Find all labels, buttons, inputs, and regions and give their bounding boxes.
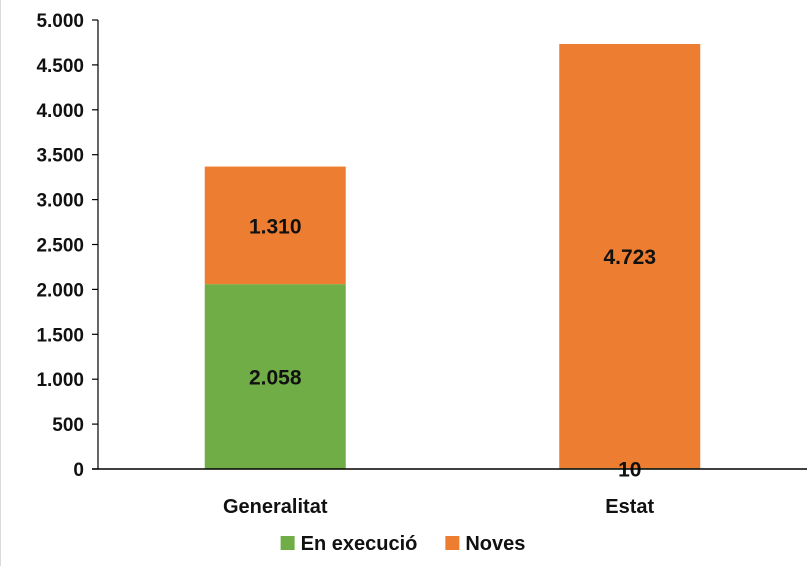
y-tick-label: 3.000: [36, 191, 84, 212]
legend-item: Noves: [445, 533, 525, 555]
data-labels: 2.058 1.310 10 4.723: [249, 215, 656, 481]
bar-segment: [559, 43, 701, 469]
data-label: 1.310: [249, 215, 302, 238]
y-tick-label: 0: [73, 460, 84, 481]
bar-segment: [204, 284, 346, 469]
legend-swatch: [445, 536, 460, 550]
legend-label: En execució: [301, 533, 418, 555]
y-tick-label: 500: [52, 415, 84, 436]
bars: [204, 43, 701, 469]
y-tick-label: 2.500: [36, 236, 84, 257]
y-tick-label: 2.000: [36, 280, 84, 301]
legend-label: Noves: [465, 533, 525, 555]
y-tick-label: 1.000: [36, 370, 84, 391]
x-axis: Generalitat Estat: [92, 468, 807, 518]
data-label: 2.058: [249, 367, 302, 390]
data-label: 4.723: [603, 246, 656, 269]
y-tick-label: 5.000: [36, 11, 84, 32]
data-label: 10: [618, 459, 641, 482]
bar-segment: [204, 166, 346, 285]
y-tick-label: 3.500: [36, 146, 84, 167]
y-tick-label: 4.500: [36, 56, 84, 77]
y-tick-label: 1.500: [36, 325, 84, 346]
legend-item: En execució: [280, 533, 418, 555]
x-tick-label: Generalitat: [223, 496, 328, 518]
y-axis: 0 500 1.000 1.500 2.000 2.500 3.000 3.500 4.000 4…: [36, 11, 99, 481]
y-tick-label: 4.000: [36, 101, 84, 122]
x-tick-label: Estat: [605, 496, 654, 518]
legend-swatch: [280, 536, 295, 550]
legend: En execució Noves: [280, 533, 525, 555]
